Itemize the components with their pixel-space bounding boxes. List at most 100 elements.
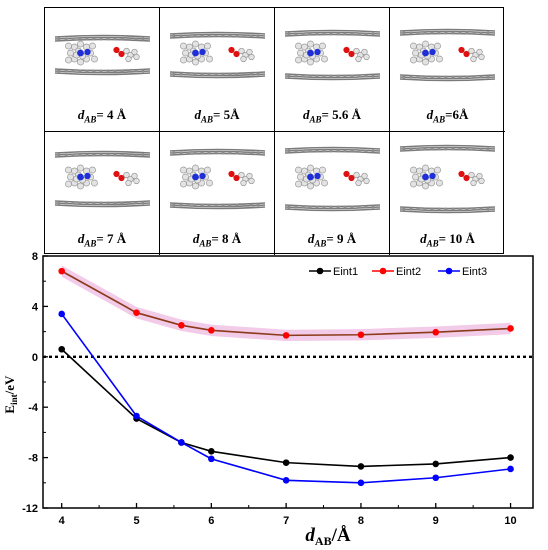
ion-pair-molecule xyxy=(410,40,485,66)
x-tick-label: 5 xyxy=(133,515,139,527)
graphene-sheet xyxy=(54,34,151,42)
plot-frame xyxy=(42,255,534,509)
structure-panel: dAB= 9 Å xyxy=(275,131,390,255)
x-axis-label-unit: /Å xyxy=(331,525,351,546)
distance-value: = 8 Å xyxy=(211,231,242,247)
legend-label: Eint2 xyxy=(396,266,421,278)
x-tick-label: 10 xyxy=(504,515,516,527)
ion-pair-molecule xyxy=(180,40,255,66)
structure-panel: dAB= 5Å xyxy=(160,8,275,132)
graphene-sheet xyxy=(284,29,381,37)
distance-subscript: AB xyxy=(84,114,97,125)
ion-pair-molecule xyxy=(295,164,370,189)
data-point xyxy=(507,454,514,461)
x-tick-label: 7 xyxy=(283,515,289,527)
x-axis-label-main: d xyxy=(305,525,315,546)
y-tick-label: 0 xyxy=(32,352,38,364)
legend-label: Eint1 xyxy=(333,266,358,278)
data-point xyxy=(133,309,140,316)
structure-panel: dAB= 4 Å xyxy=(45,8,160,132)
x-tick-label: 4 xyxy=(59,515,66,527)
graphene-sheet xyxy=(284,203,381,211)
graphene-sheet xyxy=(169,71,266,79)
graphene-sheet xyxy=(399,205,496,213)
distance-subscript: AB xyxy=(433,114,446,125)
panel-distance-label: dAB= 9 Å xyxy=(275,231,389,249)
distance-subscript: AB xyxy=(314,239,327,249)
graphene-sheet xyxy=(54,199,151,207)
molecular-structure-image xyxy=(54,34,151,76)
series-line xyxy=(61,348,511,468)
distance-symbol: d xyxy=(77,106,85,122)
data-point xyxy=(208,455,215,463)
molecular-structure-image xyxy=(399,144,496,213)
structure-panel: dAB= 8 Å xyxy=(160,131,275,255)
graphene-sheet xyxy=(284,73,381,81)
chart-legend: Eint1 Eint2 Eint3 xyxy=(309,266,487,278)
y-axis-label: Eint/eV xyxy=(2,375,19,414)
distance-value: = 9 Å xyxy=(326,231,357,247)
legend-marker xyxy=(316,267,324,275)
distance-symbol: d xyxy=(77,231,85,247)
data-point xyxy=(208,327,215,334)
molecular-structure-image xyxy=(169,148,266,209)
series-line xyxy=(61,313,511,484)
graphene-sheet xyxy=(54,150,151,158)
series-eint2 xyxy=(58,267,514,339)
legend-item: Eint2 xyxy=(372,266,421,278)
data-point xyxy=(357,479,365,487)
data-point xyxy=(357,463,365,470)
y-axis-label-sub: int xyxy=(9,394,19,405)
y-tick-label: -12 xyxy=(22,503,38,515)
series-eint1 xyxy=(58,345,514,470)
data-point xyxy=(432,328,440,336)
panel-distance-label: dAB= 5Å xyxy=(160,107,274,125)
data-point xyxy=(133,412,140,420)
legend-item: Eint3 xyxy=(438,266,487,278)
distance-value: =6Å xyxy=(445,106,469,122)
data-point xyxy=(58,267,66,275)
y-axis-label-unit: /eV xyxy=(2,375,17,395)
panel-distance-label: dAB= 7 Å xyxy=(45,231,159,249)
structure-panel: dAB= 10 Å xyxy=(390,132,505,256)
series-line xyxy=(61,270,511,337)
distance-symbol: d xyxy=(426,106,434,122)
panel-distance-label: dAB= 5.6 Å xyxy=(275,107,389,125)
structure-panel: dAB= 5.6 Å xyxy=(275,8,390,132)
data-point xyxy=(58,345,66,353)
panel-distance-label: dAB= 8 Å xyxy=(160,231,274,249)
x-axis-label: dAB/Å xyxy=(305,525,350,548)
distance-symbol: d xyxy=(194,106,201,122)
distance-value: = 5.6 Å xyxy=(321,106,362,122)
ion-pair-molecule xyxy=(295,40,370,66)
y-tick-label: -8 xyxy=(28,453,38,465)
ion-pair-molecule xyxy=(65,164,140,189)
data-point xyxy=(357,331,365,339)
eint2-highlight-band xyxy=(61,265,511,342)
distance-value: = 7 Å xyxy=(96,231,127,247)
data-point xyxy=(208,448,215,455)
distance-subscript: AB xyxy=(199,239,212,249)
interaction-energy-chart: 8 4 0 -4 -8 -12 4 5 6 7 8 9 10 Eint1 Eint2 Eint3 dAB/Å Ei… xyxy=(2,251,534,548)
data-point xyxy=(432,460,440,468)
data-point xyxy=(507,325,514,332)
graphene-sheet xyxy=(399,144,496,152)
data-point xyxy=(282,332,290,339)
legend-label: Eint3 xyxy=(462,266,487,278)
distance-symbol: d xyxy=(307,231,315,247)
structure-panel: dAB=6Å xyxy=(390,8,505,132)
molecular-structure-image xyxy=(284,146,381,211)
distance-value: = 5Å xyxy=(212,106,240,122)
graphene-sheet xyxy=(399,74,496,82)
molecular-structure-image xyxy=(54,150,151,207)
distance-subscript: AB xyxy=(426,239,439,249)
x-tick-label: 9 xyxy=(433,515,439,527)
graphene-sheet xyxy=(54,68,151,76)
y-tick-label: 4 xyxy=(32,301,39,313)
distance-subscript: AB xyxy=(84,239,97,249)
data-point xyxy=(178,439,185,446)
x-axis-label-sub: AB xyxy=(315,534,332,548)
data-point xyxy=(178,322,185,329)
x-tick-label: 6 xyxy=(208,515,214,527)
